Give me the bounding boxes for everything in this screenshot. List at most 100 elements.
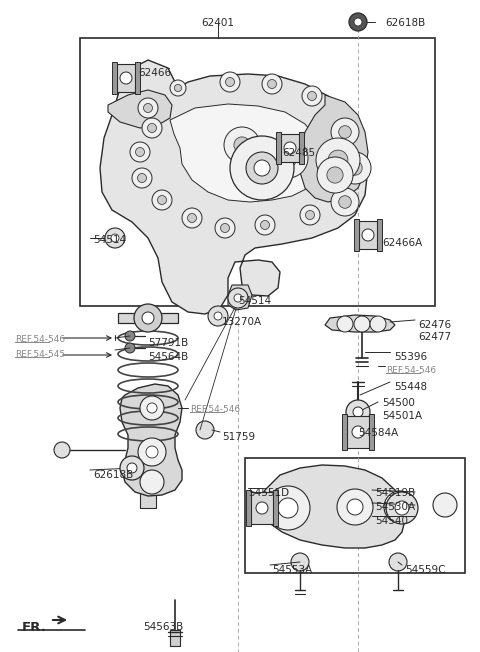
Circle shape bbox=[354, 18, 362, 26]
Text: 62466A: 62466A bbox=[382, 238, 422, 248]
Circle shape bbox=[339, 196, 351, 208]
Circle shape bbox=[214, 312, 222, 320]
Circle shape bbox=[208, 306, 228, 326]
Bar bbox=[118, 313, 178, 323]
Circle shape bbox=[220, 72, 240, 92]
Text: 54564B: 54564B bbox=[148, 352, 188, 362]
Circle shape bbox=[353, 407, 363, 417]
Bar bbox=[117, 64, 135, 92]
Circle shape bbox=[134, 304, 162, 332]
Circle shape bbox=[331, 118, 359, 146]
Circle shape bbox=[261, 220, 269, 230]
Circle shape bbox=[328, 150, 348, 170]
Circle shape bbox=[138, 438, 166, 466]
Circle shape bbox=[337, 489, 373, 525]
Circle shape bbox=[393, 500, 407, 514]
Circle shape bbox=[354, 316, 370, 332]
Circle shape bbox=[152, 190, 172, 210]
Circle shape bbox=[349, 13, 367, 31]
Text: 54519B: 54519B bbox=[375, 488, 415, 498]
Text: 62618B: 62618B bbox=[385, 18, 425, 28]
Text: REF.54-545: REF.54-545 bbox=[15, 350, 65, 359]
Text: REF.54-546: REF.54-546 bbox=[386, 366, 436, 375]
Circle shape bbox=[125, 343, 135, 353]
Circle shape bbox=[220, 224, 229, 233]
Text: 62401: 62401 bbox=[202, 18, 235, 28]
Bar bbox=[170, 630, 180, 646]
Circle shape bbox=[267, 80, 276, 89]
Polygon shape bbox=[100, 60, 368, 314]
Circle shape bbox=[331, 188, 359, 216]
Circle shape bbox=[255, 215, 275, 235]
Text: 62485: 62485 bbox=[282, 148, 315, 158]
Bar bbox=[140, 448, 156, 508]
Polygon shape bbox=[170, 104, 322, 202]
Circle shape bbox=[352, 426, 364, 438]
Bar bbox=[347, 416, 369, 448]
Circle shape bbox=[246, 152, 278, 184]
Circle shape bbox=[266, 486, 310, 530]
Circle shape bbox=[370, 316, 386, 332]
Circle shape bbox=[170, 80, 186, 96]
Bar bbox=[377, 219, 382, 251]
Circle shape bbox=[125, 331, 135, 341]
Circle shape bbox=[262, 74, 282, 94]
Circle shape bbox=[300, 205, 320, 225]
Circle shape bbox=[234, 137, 250, 153]
Circle shape bbox=[182, 208, 202, 228]
Text: 62466: 62466 bbox=[138, 68, 171, 78]
Circle shape bbox=[196, 421, 214, 439]
Circle shape bbox=[327, 167, 343, 183]
Bar bbox=[276, 132, 281, 164]
Circle shape bbox=[188, 213, 196, 222]
Circle shape bbox=[291, 553, 309, 571]
Text: REF.54-546: REF.54-546 bbox=[190, 405, 240, 414]
Circle shape bbox=[389, 553, 407, 571]
Circle shape bbox=[105, 228, 125, 248]
Circle shape bbox=[54, 442, 70, 458]
Circle shape bbox=[147, 403, 157, 413]
Circle shape bbox=[305, 211, 314, 220]
Text: 13270A: 13270A bbox=[222, 317, 262, 327]
Bar bbox=[135, 62, 140, 94]
Bar bbox=[245, 458, 465, 573]
Polygon shape bbox=[120, 384, 182, 496]
Polygon shape bbox=[325, 315, 395, 332]
Bar bbox=[359, 221, 377, 249]
Circle shape bbox=[144, 104, 153, 113]
Circle shape bbox=[346, 400, 370, 424]
Circle shape bbox=[138, 98, 158, 118]
Bar bbox=[246, 490, 251, 526]
Text: REF.54-546: REF.54-546 bbox=[15, 335, 65, 344]
Circle shape bbox=[135, 147, 144, 156]
Circle shape bbox=[147, 123, 156, 132]
Circle shape bbox=[224, 127, 260, 163]
Bar bbox=[299, 132, 304, 164]
Circle shape bbox=[146, 446, 158, 458]
Bar bbox=[281, 134, 299, 162]
Circle shape bbox=[142, 118, 162, 138]
Circle shape bbox=[157, 196, 167, 205]
Circle shape bbox=[348, 161, 362, 175]
Circle shape bbox=[228, 288, 248, 308]
Circle shape bbox=[347, 499, 363, 515]
Circle shape bbox=[140, 396, 164, 420]
Text: 54501A: 54501A bbox=[382, 411, 422, 421]
Circle shape bbox=[142, 312, 154, 324]
Circle shape bbox=[140, 470, 164, 494]
Circle shape bbox=[226, 78, 235, 87]
Circle shape bbox=[386, 492, 418, 524]
Circle shape bbox=[384, 491, 416, 523]
Circle shape bbox=[234, 294, 242, 302]
Circle shape bbox=[433, 493, 457, 517]
Circle shape bbox=[230, 136, 294, 200]
Circle shape bbox=[268, 138, 308, 178]
Circle shape bbox=[339, 126, 351, 138]
Text: 54551D: 54551D bbox=[248, 488, 289, 498]
Circle shape bbox=[278, 498, 298, 518]
Circle shape bbox=[127, 463, 137, 473]
Text: 54514: 54514 bbox=[93, 235, 126, 245]
Bar bbox=[251, 492, 273, 524]
Circle shape bbox=[215, 218, 235, 238]
Polygon shape bbox=[108, 90, 172, 128]
